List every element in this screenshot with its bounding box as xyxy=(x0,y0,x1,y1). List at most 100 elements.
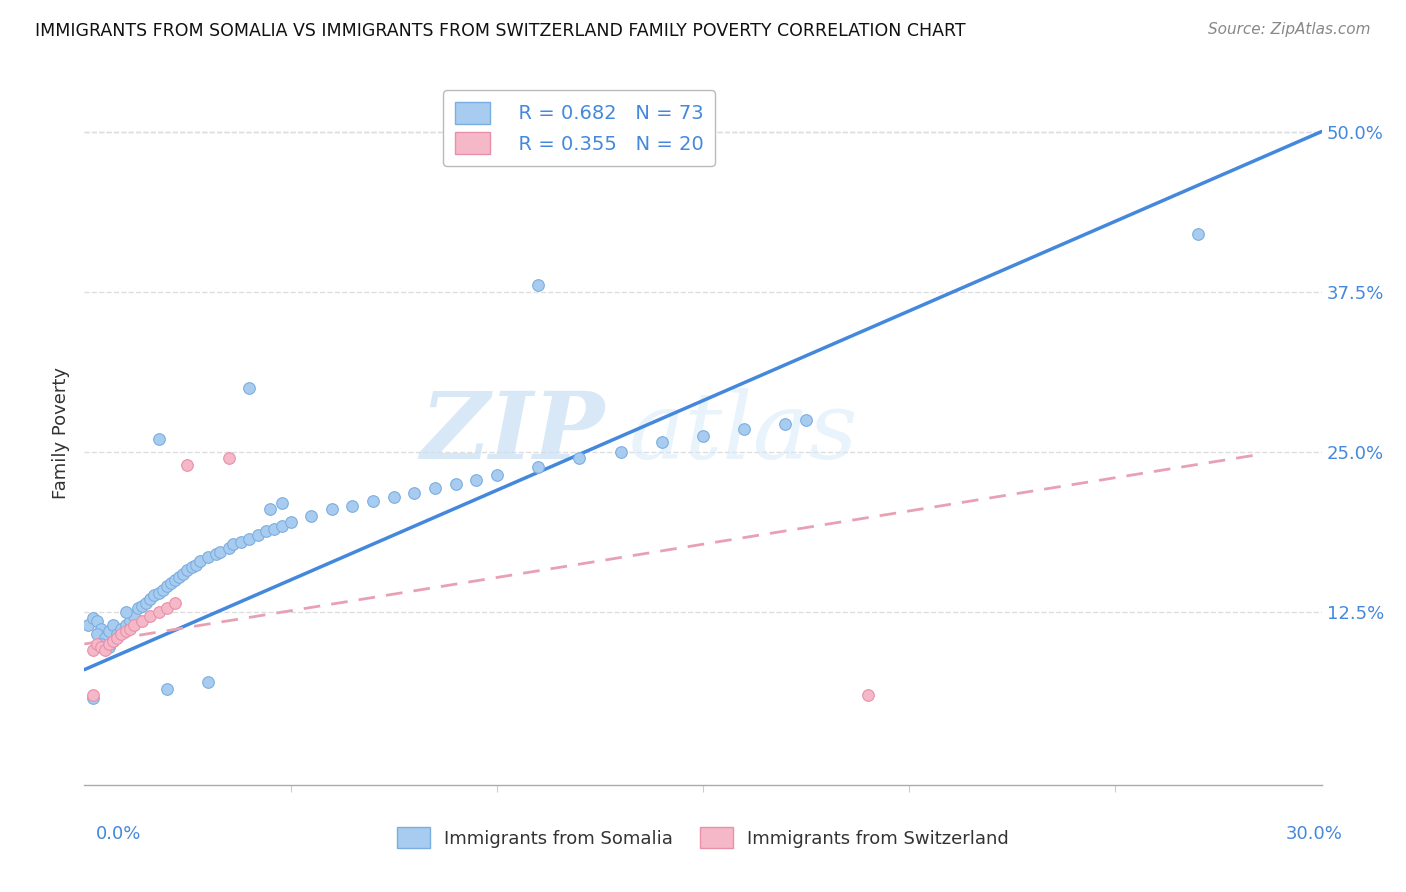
Point xyxy=(692,429,714,443)
Point xyxy=(110,622,132,636)
Point xyxy=(131,614,153,628)
Point xyxy=(609,445,631,459)
Point xyxy=(209,545,232,559)
Point xyxy=(229,534,252,549)
Point xyxy=(1187,227,1209,241)
Point xyxy=(172,566,194,581)
Point xyxy=(156,579,179,593)
Point xyxy=(180,560,202,574)
Point xyxy=(568,451,591,466)
Point xyxy=(86,637,108,651)
Point xyxy=(218,541,240,555)
Point xyxy=(156,681,179,696)
Text: IMMIGRANTS FROM SOMALIA VS IMMIGRANTS FROM SWITZERLAND FAMILY POVERTY CORRELATIO: IMMIGRANTS FROM SOMALIA VS IMMIGRANTS FR… xyxy=(35,22,966,40)
Point xyxy=(238,381,260,395)
Point xyxy=(148,605,170,619)
Point xyxy=(90,640,112,654)
Point xyxy=(527,278,550,293)
Point xyxy=(794,413,817,427)
Point xyxy=(321,502,343,516)
Point xyxy=(271,519,294,533)
Point xyxy=(246,528,269,542)
Point xyxy=(114,617,136,632)
Point xyxy=(105,631,128,645)
Point xyxy=(165,596,187,610)
Text: 0.0%: 0.0% xyxy=(96,825,141,843)
Point xyxy=(152,583,174,598)
Point xyxy=(299,508,322,523)
Point xyxy=(114,624,136,639)
Point xyxy=(361,493,384,508)
Point xyxy=(82,688,104,702)
Point xyxy=(118,622,141,636)
Point xyxy=(259,502,281,516)
Point xyxy=(86,627,108,641)
Point xyxy=(82,690,104,705)
Point xyxy=(775,417,797,431)
Point xyxy=(135,596,157,610)
Y-axis label: Family Poverty: Family Poverty xyxy=(52,367,70,499)
Point xyxy=(465,473,488,487)
Point xyxy=(105,627,128,641)
Point xyxy=(856,688,879,702)
Point xyxy=(271,496,294,510)
Point xyxy=(188,554,211,568)
Point xyxy=(103,617,125,632)
Point xyxy=(94,643,117,657)
Point xyxy=(176,563,198,577)
Point xyxy=(160,575,183,590)
Point xyxy=(98,637,121,651)
Point xyxy=(205,547,228,561)
Point xyxy=(122,617,145,632)
Point xyxy=(280,516,302,530)
Point xyxy=(733,422,755,436)
Point xyxy=(485,467,508,482)
Legend: Immigrants from Somalia, Immigrants from Switzerland: Immigrants from Somalia, Immigrants from… xyxy=(388,818,1018,857)
Text: 30.0%: 30.0% xyxy=(1286,825,1343,843)
Point xyxy=(90,637,112,651)
Point xyxy=(218,451,240,466)
Point xyxy=(110,627,132,641)
Point xyxy=(156,601,179,615)
Point xyxy=(114,605,136,619)
Point xyxy=(82,611,104,625)
Point xyxy=(118,614,141,628)
Point xyxy=(222,537,245,551)
Point xyxy=(139,608,162,623)
Point xyxy=(263,522,285,536)
Point xyxy=(98,624,121,639)
Point xyxy=(143,588,166,602)
Point xyxy=(254,524,277,539)
Point xyxy=(197,549,219,564)
Point xyxy=(404,486,426,500)
Point xyxy=(98,640,121,654)
Point xyxy=(184,558,207,572)
Text: Source: ZipAtlas.com: Source: ZipAtlas.com xyxy=(1208,22,1371,37)
Point xyxy=(139,592,162,607)
Point xyxy=(167,570,190,584)
Text: ZIP: ZIP xyxy=(420,388,605,477)
Point xyxy=(90,622,112,636)
Point xyxy=(103,634,125,648)
Point xyxy=(165,573,187,587)
Point xyxy=(148,586,170,600)
Point xyxy=(86,614,108,628)
Point xyxy=(527,460,550,475)
Text: atlas: atlas xyxy=(628,388,858,477)
Point xyxy=(444,476,467,491)
Point xyxy=(238,532,260,546)
Point xyxy=(382,490,405,504)
Point xyxy=(127,601,149,615)
Point xyxy=(148,432,170,446)
Point xyxy=(131,599,153,613)
Point xyxy=(342,499,364,513)
Point xyxy=(82,643,104,657)
Point xyxy=(122,608,145,623)
Point xyxy=(103,634,125,648)
Point xyxy=(651,434,673,449)
Point xyxy=(77,617,100,632)
Point xyxy=(176,458,198,472)
Point xyxy=(423,481,446,495)
Point xyxy=(94,631,117,645)
Point xyxy=(197,675,219,690)
